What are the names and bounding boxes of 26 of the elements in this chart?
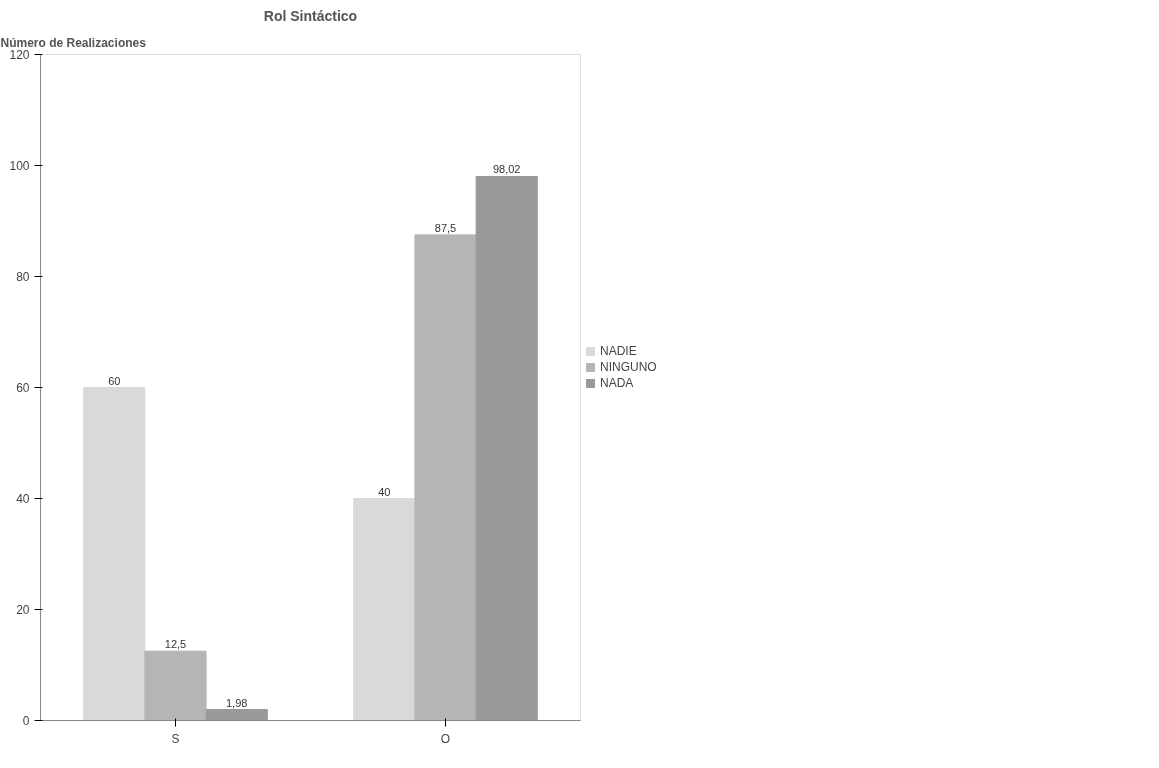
y-tick-label: 120 [9, 48, 30, 62]
data-label: 12,5 [164, 638, 187, 651]
data-label: 87,5 [434, 221, 457, 234]
chart-title: Rol Sintáctico [263, 7, 358, 24]
bar [475, 175, 538, 721]
bar [353, 498, 416, 721]
legend-label: NADA [600, 376, 634, 390]
data-label: 40 [378, 485, 391, 498]
legend-label: NINGUNO [600, 360, 657, 374]
x-tick-label: S [171, 731, 180, 746]
bar [205, 709, 268, 721]
legend-label: NADIE [600, 344, 637, 358]
bar [83, 387, 146, 721]
bar [144, 650, 207, 721]
x-tick-label: O [440, 731, 451, 746]
y-tick-label: 80 [16, 270, 30, 284]
y-axis-title: Número de Realizaciones [0, 35, 147, 50]
data-label: 60 [108, 374, 121, 387]
y-tick-label: 20 [16, 603, 30, 617]
y-tick-label: 60 [16, 381, 30, 395]
y-tick-label: 100 [9, 159, 30, 173]
y-tick-label: 0 [22, 714, 30, 728]
y-tick-label: 40 [16, 492, 30, 506]
data-label: 98,02 [492, 163, 521, 176]
data-label: 1,98 [226, 696, 248, 709]
bar [414, 234, 477, 721]
